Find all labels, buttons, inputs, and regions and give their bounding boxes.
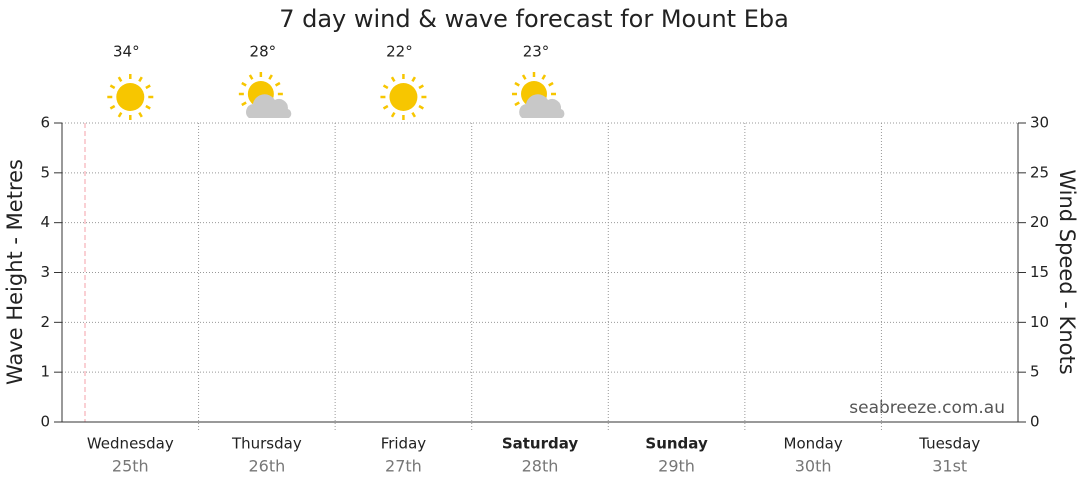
- chart-title: 7 day wind & wave forecast for Mount Eba: [279, 5, 789, 33]
- sun-ray: [514, 81, 520, 87]
- sun-ray: [109, 84, 116, 90]
- sun-ray: [411, 76, 417, 83]
- weather-icon: [380, 74, 427, 120]
- day-name: Monday: [784, 435, 843, 453]
- day-date: 30th: [795, 457, 832, 476]
- sun: [389, 83, 418, 111]
- temperature: 28°: [250, 43, 277, 61]
- sun-ray: [418, 84, 424, 90]
- sun-ray: [521, 74, 527, 80]
- weather-icon: [238, 72, 292, 118]
- day-name: Saturday: [502, 435, 579, 453]
- sun: [116, 83, 145, 111]
- day-name: Thursday: [231, 435, 302, 453]
- sun-ray: [382, 84, 389, 90]
- sun-ray: [117, 111, 123, 118]
- y2-tick-label: 15: [1030, 263, 1049, 281]
- temperature: 22°: [386, 43, 413, 61]
- sun-ray: [145, 104, 151, 110]
- y2-tick-label: 10: [1030, 313, 1049, 331]
- temperature: 23°: [523, 43, 550, 61]
- day-date: 28th: [522, 457, 559, 476]
- y2-tick-label: 20: [1030, 213, 1049, 231]
- weather-icon: [107, 74, 154, 120]
- sun-ray: [274, 81, 281, 87]
- sun-ray: [109, 104, 116, 110]
- weather-icon: [512, 72, 565, 118]
- sun-ray: [548, 81, 554, 87]
- sun-ray: [268, 74, 273, 80]
- sun-ray: [241, 101, 247, 107]
- y-tick-label: 2: [40, 313, 50, 331]
- sun-ray: [390, 76, 396, 83]
- cloud: [246, 94, 292, 118]
- y-tick-label: 5: [40, 163, 50, 181]
- cloud: [519, 94, 565, 118]
- sun-ray: [138, 76, 143, 83]
- sun-ray: [382, 104, 389, 110]
- y-tick-label: 4: [40, 213, 50, 231]
- sun-ray: [390, 111, 396, 118]
- y-tick-label: 1: [40, 363, 50, 381]
- sun-ray: [418, 104, 424, 110]
- y2-tick-label: 5: [1030, 363, 1040, 381]
- y-axis-label: Wave Height - Metres: [3, 159, 27, 385]
- day-date: 25th: [112, 457, 149, 476]
- y2-tick-label: 30: [1030, 114, 1049, 132]
- y2-tick-label: 0: [1030, 413, 1040, 431]
- sun-ray: [411, 111, 417, 118]
- sun-ray: [138, 111, 143, 118]
- day-date: 29th: [658, 457, 695, 476]
- day-name: Friday: [381, 435, 427, 453]
- temperature: 34°: [113, 43, 140, 61]
- sun-ray: [117, 76, 123, 83]
- y2-axis-label: Wind Speed - Knots: [1055, 169, 1079, 374]
- sun-ray: [541, 74, 547, 80]
- sun-ray: [514, 101, 520, 107]
- watermark: seabreeze.com.au: [849, 398, 1005, 418]
- sun-ray: [145, 84, 151, 90]
- sun-ray: [248, 74, 254, 80]
- day-date: 27th: [385, 457, 422, 476]
- y-tick-label: 0: [40, 413, 50, 431]
- y2-tick-label: 25: [1030, 163, 1049, 181]
- day-date: 31st: [932, 457, 967, 476]
- y-tick-label: 3: [40, 263, 50, 281]
- day-date: 26th: [248, 457, 285, 476]
- day-name: Sunday: [645, 435, 708, 453]
- day-name: Tuesday: [918, 435, 980, 453]
- y-tick-label: 6: [40, 114, 50, 132]
- sun-ray: [241, 81, 247, 87]
- day-name: Wednesday: [87, 435, 174, 453]
